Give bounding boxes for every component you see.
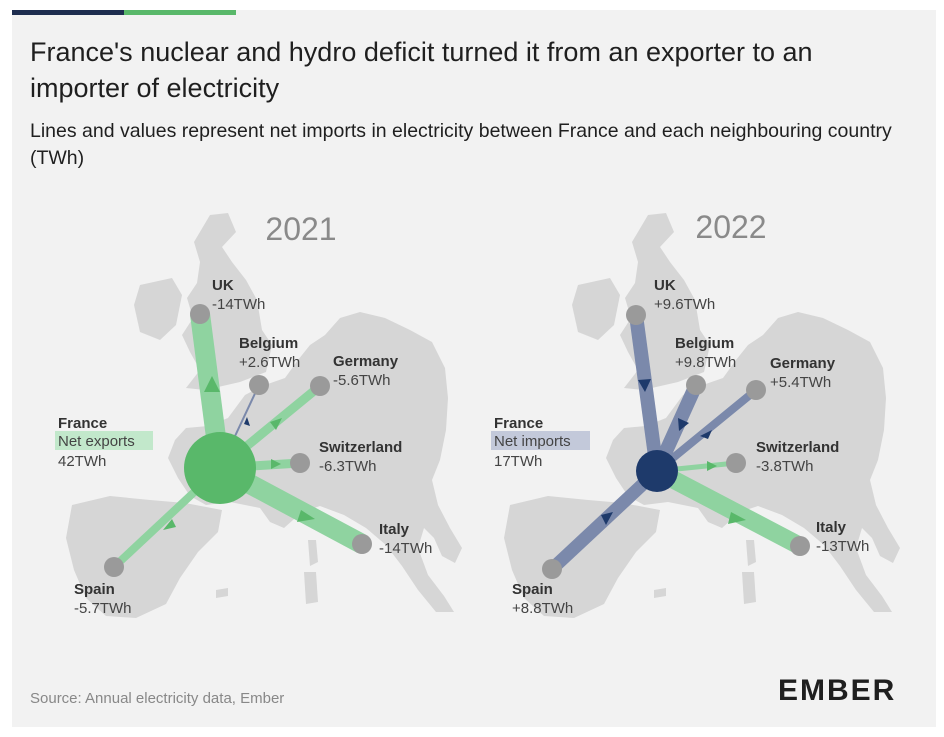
label-uk-value: -14TWh: [212, 296, 265, 313]
status-highlight: [55, 431, 153, 450]
label-france-status: Net exports: [58, 433, 135, 450]
label-spain-name: Spain: [74, 581, 115, 598]
node-germany: [746, 380, 766, 400]
label-italy-value: -13TWh: [816, 538, 869, 555]
arrow-belgium: [244, 417, 250, 426]
flow-line-germany: [654, 386, 759, 475]
year-label: 2022: [695, 209, 766, 245]
label-germany-name: Germany: [333, 353, 399, 370]
label-france-status: Net imports: [494, 433, 571, 450]
node-france: [184, 432, 256, 504]
flow-line-italy: [652, 463, 805, 554]
label-belgium-name: Belgium: [239, 335, 298, 352]
arrow-italy: [728, 512, 746, 524]
label-belgium-value: +2.6TWh: [239, 354, 300, 371]
label-switzerland-value: -6.3TWh: [319, 458, 377, 475]
arrow-uk: [204, 376, 220, 392]
label-germany-value: +5.4TWh: [770, 374, 831, 391]
label-germany-name: Germany: [770, 355, 836, 372]
node-uk: [190, 304, 210, 324]
year-label: 2021: [265, 211, 336, 247]
node-switzerland: [726, 453, 746, 473]
label-france-value: 17TWh: [494, 453, 542, 470]
label-belgium-value: +9.8TWh: [675, 354, 736, 371]
arrow-belgium: [678, 418, 689, 431]
label-germany-value: -5.6TWh: [333, 372, 391, 389]
map-2022: 2022 UK +9.6TWh Belgium +9.8TWh Germany …: [491, 209, 900, 618]
chart-title: France's nuclear and hydro deficit turne…: [30, 37, 813, 103]
arrow-germany: [270, 418, 282, 430]
label-italy-name: Italy: [816, 519, 847, 536]
node-italy: [352, 534, 372, 554]
node-belgium: [686, 375, 706, 395]
label-switzerland-name: Switzerland: [319, 439, 402, 456]
node-spain: [104, 557, 124, 577]
label-uk-name: UK: [212, 277, 234, 294]
arrow-italy: [297, 510, 315, 522]
node-spain: [542, 559, 562, 579]
map-2021: 2021 UK -14TWh Belgium +2.6TWh Germany -…: [55, 211, 462, 618]
label-france-name: France: [494, 415, 543, 432]
label-spain-name: Spain: [512, 581, 553, 598]
node-belgium: [249, 375, 269, 395]
label-spain-value: +8.8TWh: [512, 600, 573, 617]
status-highlight: [491, 431, 590, 450]
label-belgium-name: Belgium: [675, 335, 734, 352]
chart-subtitle: Lines and values represent net imports i…: [30, 120, 892, 169]
arrow-uk: [638, 379, 651, 392]
label-uk-name: UK: [654, 277, 676, 294]
label-uk-value: +9.6TWh: [654, 296, 715, 313]
arrow-switzerland: [707, 461, 717, 471]
label-switzerland-name: Switzerland: [756, 439, 839, 456]
ember-logo: EMBER: [778, 674, 897, 707]
arrow-switzerland: [271, 459, 281, 469]
arrow-spain: [163, 519, 176, 530]
label-switzerland-value: -3.8TWh: [756, 458, 814, 475]
label-france-value: 42TWh: [58, 453, 106, 470]
accent-bar: [12, 10, 236, 15]
label-italy-value: -14TWh: [379, 540, 432, 557]
arrow-spain: [601, 512, 613, 525]
node-italy: [790, 536, 810, 556]
label-spain-value: -5.7TWh: [74, 600, 132, 617]
label-france-name: France: [58, 415, 107, 432]
source-note: Source: Annual electricity data, Ember: [30, 690, 285, 707]
label-italy-name: Italy: [379, 521, 410, 538]
node-uk: [626, 305, 646, 325]
node-france: [636, 450, 678, 492]
node-germany: [310, 376, 330, 396]
arrow-germany: [700, 430, 712, 439]
node-switzerland: [290, 453, 310, 473]
flow-line-uk: [629, 314, 664, 472]
